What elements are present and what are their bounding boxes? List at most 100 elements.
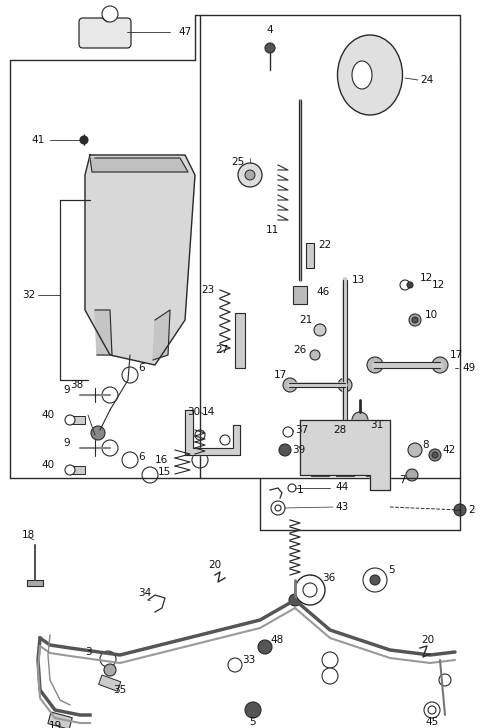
Circle shape: [314, 324, 326, 336]
Text: 39: 39: [292, 445, 305, 455]
Circle shape: [303, 583, 317, 597]
Circle shape: [271, 501, 285, 515]
Circle shape: [352, 412, 368, 428]
Bar: [306, 242, 314, 267]
Circle shape: [122, 452, 138, 468]
Circle shape: [432, 452, 438, 458]
Bar: [71, 416, 85, 424]
Text: 36: 36: [322, 573, 335, 583]
Circle shape: [102, 387, 118, 403]
Text: 11: 11: [265, 225, 278, 235]
Circle shape: [407, 282, 413, 288]
Circle shape: [367, 357, 383, 373]
Text: 6: 6: [138, 452, 144, 462]
Polygon shape: [85, 155, 195, 365]
Circle shape: [322, 668, 338, 684]
Circle shape: [192, 452, 208, 468]
Circle shape: [429, 449, 441, 461]
Text: 3: 3: [85, 647, 92, 657]
Text: 41: 41: [32, 135, 45, 145]
Text: 23: 23: [202, 285, 215, 295]
FancyBboxPatch shape: [79, 18, 131, 48]
Text: 4: 4: [267, 25, 273, 35]
Circle shape: [238, 163, 262, 187]
Text: 35: 35: [113, 685, 127, 695]
Circle shape: [283, 378, 297, 392]
Text: 1: 1: [297, 485, 303, 495]
Text: 2: 2: [468, 505, 475, 515]
Text: 12: 12: [420, 273, 433, 283]
Circle shape: [310, 350, 320, 360]
Circle shape: [80, 136, 88, 144]
Circle shape: [91, 426, 105, 440]
Polygon shape: [90, 158, 188, 172]
Circle shape: [258, 640, 272, 654]
Circle shape: [322, 652, 338, 668]
Text: 20: 20: [208, 560, 222, 570]
Bar: [366, 440, 384, 475]
Circle shape: [102, 6, 118, 22]
Circle shape: [295, 575, 325, 605]
Circle shape: [275, 505, 281, 511]
Text: 48: 48: [270, 635, 283, 645]
Text: 33: 33: [242, 655, 255, 665]
Polygon shape: [95, 310, 112, 355]
Circle shape: [195, 430, 205, 440]
Text: 27: 27: [215, 345, 228, 355]
Text: 49: 49: [462, 363, 475, 373]
Circle shape: [142, 467, 158, 483]
Text: 31: 31: [370, 420, 383, 430]
Text: 22: 22: [318, 240, 331, 250]
Circle shape: [454, 504, 466, 516]
Circle shape: [424, 702, 440, 718]
Circle shape: [428, 706, 436, 714]
Polygon shape: [153, 310, 170, 360]
Circle shape: [406, 469, 418, 481]
Text: 28: 28: [334, 425, 347, 435]
Text: 45: 45: [425, 717, 439, 727]
Circle shape: [265, 43, 275, 53]
Circle shape: [65, 415, 75, 425]
Text: 7: 7: [399, 475, 406, 485]
Text: 18: 18: [22, 530, 35, 540]
Text: 40: 40: [42, 460, 55, 470]
Text: 9: 9: [63, 385, 70, 395]
Text: 16: 16: [155, 455, 168, 465]
Text: 30: 30: [187, 407, 200, 417]
Circle shape: [228, 658, 242, 672]
Text: 38: 38: [70, 380, 83, 390]
Text: 9: 9: [63, 438, 70, 448]
Text: 5: 5: [250, 717, 256, 727]
Text: 13: 13: [352, 275, 365, 285]
Text: 26: 26: [294, 345, 307, 355]
Ellipse shape: [337, 35, 403, 115]
Circle shape: [104, 664, 116, 676]
Bar: [71, 466, 85, 474]
Text: 21: 21: [299, 315, 312, 325]
Text: 47: 47: [178, 27, 191, 37]
Text: 43: 43: [335, 502, 348, 512]
Circle shape: [338, 378, 352, 392]
Text: 5: 5: [388, 565, 395, 575]
Bar: [48, 712, 72, 728]
Circle shape: [245, 170, 255, 180]
Circle shape: [122, 367, 138, 383]
Circle shape: [283, 427, 293, 437]
Bar: [311, 440, 329, 475]
Text: 8: 8: [422, 440, 429, 450]
Circle shape: [289, 594, 301, 606]
Text: 19: 19: [48, 721, 61, 728]
Text: 12: 12: [432, 280, 445, 290]
Circle shape: [100, 651, 116, 667]
Text: 15: 15: [158, 467, 171, 477]
Bar: [293, 286, 307, 304]
Circle shape: [432, 357, 448, 373]
Bar: [336, 440, 354, 475]
Ellipse shape: [352, 61, 372, 89]
Circle shape: [408, 443, 422, 457]
Circle shape: [279, 444, 291, 456]
Circle shape: [65, 465, 75, 475]
Text: 6: 6: [138, 363, 144, 373]
Text: 34: 34: [138, 588, 152, 598]
Text: 10: 10: [425, 310, 438, 320]
